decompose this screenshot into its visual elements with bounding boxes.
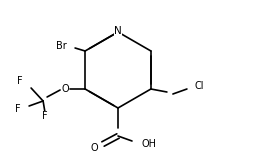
- Text: N: N: [114, 26, 122, 36]
- Text: F: F: [15, 104, 21, 114]
- Text: OH: OH: [142, 139, 157, 149]
- Text: Br: Br: [56, 41, 67, 51]
- Text: O: O: [61, 84, 69, 94]
- Text: Cl: Cl: [195, 81, 204, 91]
- Text: O: O: [90, 143, 98, 153]
- Text: F: F: [17, 76, 23, 86]
- Text: F: F: [42, 111, 48, 121]
